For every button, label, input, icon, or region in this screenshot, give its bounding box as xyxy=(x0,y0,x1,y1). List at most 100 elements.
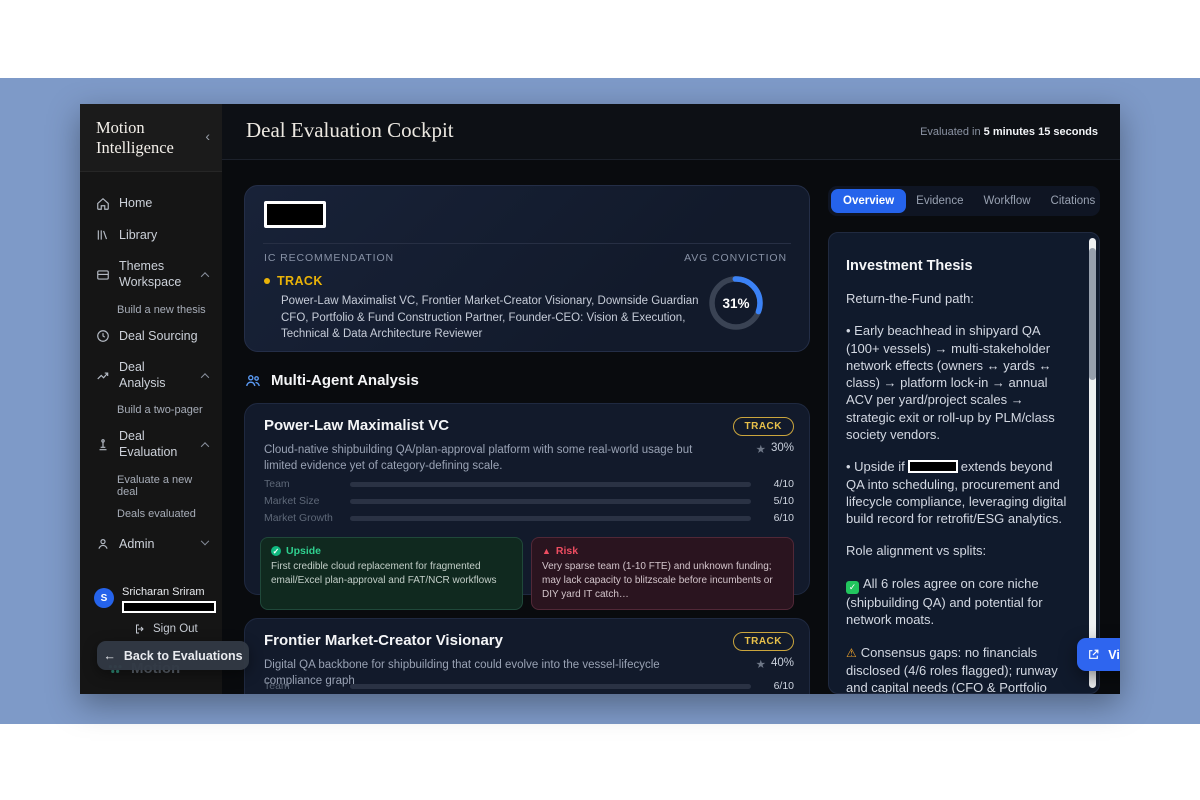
risk-text: Very sparse team (1-10 FTE) and unknown … xyxy=(542,561,773,600)
sidebar-collapse-icon[interactable]: ‹ xyxy=(205,128,210,144)
sidebar-item-build-new-thesis[interactable]: Build a new thesis xyxy=(117,303,206,316)
score-label: Team xyxy=(264,478,290,490)
conviction-value: 30% xyxy=(770,442,794,454)
sign-out-label: Sign Out xyxy=(153,623,198,635)
sidebar-item-admin[interactable]: Admin xyxy=(80,529,222,561)
user-name: Sricharan Sriram xyxy=(122,586,205,598)
sidebar-nav: Home Library Themes Workspace Build a ne… xyxy=(80,172,222,560)
track-badge: TRACK xyxy=(732,632,794,651)
sign-out-icon xyxy=(136,624,144,634)
sidebar-item-home[interactable]: Home xyxy=(80,188,222,220)
library-icon xyxy=(97,230,108,241)
multi-agent-section-header: Multi-Agent Analysis xyxy=(245,372,419,389)
sidebar-item-label: Deal Analysis xyxy=(119,360,166,390)
sidebar-item-label: Themes Workspace xyxy=(119,259,182,289)
back-button-label: Back to Evaluations xyxy=(123,648,243,663)
score-row-team: Team 6/10 xyxy=(245,680,809,692)
ic-recommendation-label: IC RECOMMENDATION xyxy=(264,252,395,264)
sidebar-item-label: Deal Evaluation xyxy=(119,429,178,459)
tab-evidence[interactable]: Evidence xyxy=(916,195,964,207)
chevron-up-icon xyxy=(200,372,210,382)
upside-title: Upside xyxy=(286,545,322,557)
tab-workflow[interactable]: Workflow xyxy=(983,195,1031,207)
chevron-up-icon xyxy=(200,442,210,451)
thesis-paragraph: ✓ All 6 roles agree on core niche (shipbu… xyxy=(846,575,1073,629)
sidebar-logo: Motion Intelligence ‹ xyxy=(80,104,222,172)
sidebar: Motion Intelligence ‹ Home Library Theme… xyxy=(80,104,249,694)
view-full-ic-document-button[interactable]: View Full IC Document xyxy=(1077,638,1120,671)
thesis-text: • Upside if xyxy=(846,459,905,475)
scrollbar-thumb[interactable] xyxy=(1089,248,1096,380)
main-area: Deal Evaluation Cockpit Evaluated in 5 m… xyxy=(222,104,1120,694)
score-label: Market Growth xyxy=(264,512,333,524)
content-scroll-area: IC RECOMMENDATION TRACK Power-Law Maxima… xyxy=(222,160,1120,694)
view-doc-label: View Full IC Document xyxy=(1108,647,1120,662)
callout-row: ✓ Upside First credible cloud replacement… xyxy=(260,537,794,611)
ic-recommendation-card: IC RECOMMENDATION TRACK Power-Law Maxima… xyxy=(244,185,810,352)
evaluated-time: Evaluated in 5 minutes 15 seconds xyxy=(920,126,1098,138)
track-badge: TRACK xyxy=(732,417,794,436)
sidebar-user-block: S Sricharan Sriram Sign Out xyxy=(80,586,222,635)
main-header: Deal Evaluation Cockpit Evaluated in 5 m… xyxy=(222,104,1120,160)
redacted-email xyxy=(122,601,216,613)
score-value: 5/10 xyxy=(773,495,794,507)
redacted-company-name xyxy=(907,460,958,474)
star-icon: ★ xyxy=(755,444,766,456)
sidebar-item-label: Library xyxy=(119,227,158,242)
tab-overview[interactable]: Overview xyxy=(831,189,907,213)
back-to-evaluations-button[interactable]: ← Back to Evaluations xyxy=(97,641,249,670)
thesis-text: All 6 roles agree on core niche (shipbui… xyxy=(846,575,1043,628)
agent-name: Frontier Market-Creator Visionary xyxy=(264,632,503,649)
recommendation-roles: Power-Law Maximalist VC, Frontier Market… xyxy=(281,295,699,341)
agent-conviction: ★ 40% xyxy=(756,657,794,671)
gavel-icon xyxy=(99,439,107,451)
avatar[interactable]: S xyxy=(94,588,114,608)
sidebar-item-evaluate-new-deal[interactable]: Evaluate a new deal xyxy=(117,473,193,498)
thesis-paragraph: • Early beachhead in shipyard QA (100+ v… xyxy=(846,323,1055,442)
arrow-left-icon: ← xyxy=(103,648,116,663)
conviction-value: 40% xyxy=(770,657,794,669)
sidebar-item-label: Deal Sourcing xyxy=(119,328,198,343)
recommendation-text: TRACK xyxy=(277,274,323,288)
tab-citations[interactable]: Citations xyxy=(1050,195,1096,207)
score-row-market-growth: Market Growth 6/10 xyxy=(245,512,809,524)
sidebar-item-library[interactable]: Library xyxy=(80,220,222,252)
risk-callout: ▲ Risk Very sparse team (1-10 FTE) and un… xyxy=(531,537,794,611)
agent-description: Cloud-native shipbuilding QA/plan-approv… xyxy=(264,444,693,473)
score-track xyxy=(350,499,751,504)
scrollbar-track[interactable] xyxy=(1089,238,1096,688)
sidebar-item-deal-analysis[interactable]: Deal Analysis xyxy=(80,352,222,399)
sidebar-item-build-two-pager[interactable]: Build a two-pager xyxy=(117,404,203,417)
sidebar-item-label: Admin xyxy=(119,536,155,551)
score-label: Market Size xyxy=(264,495,320,507)
thesis-paragraph: ⚠ Consensus gaps: no financials disclosed… xyxy=(846,644,1073,693)
sidebar-item-themes-workspace[interactable]: Themes Workspace xyxy=(80,251,222,298)
agent-card-frontier: Frontier Market-Creator Visionary TRACK … xyxy=(244,618,810,694)
section-title: Multi-Agent Analysis xyxy=(271,372,419,389)
thesis-heading: Investment Thesis xyxy=(846,258,973,274)
star-icon: ★ xyxy=(755,659,766,671)
thesis-text: extends beyond QA into scheduling, procu… xyxy=(846,459,1067,527)
sidebar-item-label: Home xyxy=(119,196,153,210)
bullet-dot-icon xyxy=(264,278,270,284)
external-link-icon xyxy=(1089,649,1099,659)
score-track xyxy=(350,482,751,487)
upside-text: First credible cloud replacement for fra… xyxy=(271,561,497,586)
app-window: Motion Intelligence ‹ Home Library Theme… xyxy=(80,104,1120,694)
sidebar-item-deal-sourcing[interactable]: Deal Sourcing xyxy=(80,321,222,353)
score-track xyxy=(350,516,751,521)
check-circle-icon: ✓ xyxy=(271,546,281,556)
agent-card-power-law: Power-Law Maximalist VC TRACK Cloud-nati… xyxy=(244,403,810,611)
score-row-team: Team 4/10 xyxy=(245,478,809,490)
chevron-down-icon xyxy=(200,537,210,546)
sidebar-item-deals-evaluated[interactable]: Deals evaluated xyxy=(117,507,196,520)
users-icon xyxy=(246,375,260,387)
avg-conviction-ring: 31% xyxy=(708,275,764,331)
home-icon xyxy=(97,197,109,210)
agent-name: Power-Law Maximalist VC xyxy=(264,417,450,434)
warning-icon: ⚠ xyxy=(846,645,857,660)
sign-out-button[interactable]: Sign Out xyxy=(134,623,212,635)
score-value: 6/10 xyxy=(773,680,794,692)
sidebar-item-deal-evaluation[interactable]: Deal Evaluation xyxy=(80,421,222,468)
score-value: 4/10 xyxy=(773,478,794,490)
